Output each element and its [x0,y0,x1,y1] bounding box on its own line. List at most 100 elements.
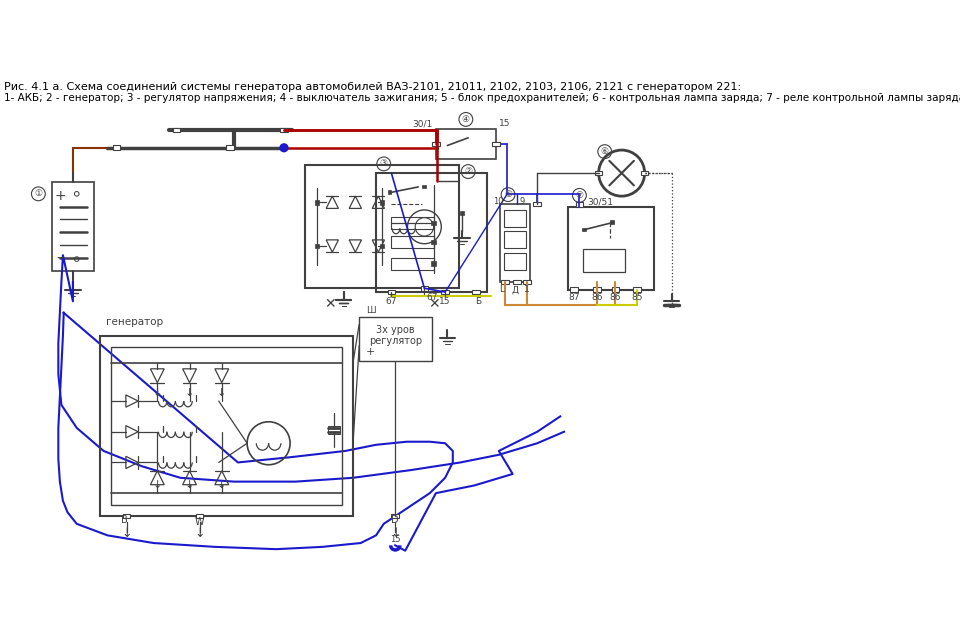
Text: D: D [392,515,399,525]
Text: ↓: ↓ [153,388,162,399]
Bar [376,173,488,292]
Text: W: W [195,517,204,527]
Bar [196,514,204,518]
Text: ③: ③ [379,160,388,168]
Bar [584,249,626,272]
Bar [422,185,426,189]
Bar [472,290,480,294]
Bar [612,287,619,292]
Bar [595,171,603,175]
Bar [593,287,601,292]
Bar [380,200,385,205]
Bar [327,426,340,434]
Text: ⑤: ⑤ [504,190,512,199]
Text: +: + [54,189,65,203]
Text: ↓: ↓ [194,527,204,540]
Text: –: – [57,252,63,266]
Text: 10: 10 [493,197,504,206]
Bar [431,240,436,245]
Text: ↓: ↓ [185,388,194,399]
Bar [523,279,531,285]
Bar [570,287,578,292]
Bar [280,128,288,133]
Bar [436,129,495,159]
Text: 67: 67 [426,293,438,302]
Bar [113,146,121,150]
Text: ↓: ↓ [217,388,227,399]
Bar [392,514,399,518]
Text: ②: ② [464,167,472,176]
Circle shape [279,143,289,153]
Text: 15: 15 [390,535,400,544]
Text: Ш: Ш [366,306,375,315]
Bar [504,231,526,249]
Text: +: + [366,347,375,357]
Bar [173,128,180,133]
Text: генератор: генератор [106,317,163,327]
Bar [501,279,509,285]
Bar [52,182,94,270]
Bar [442,290,449,294]
Bar [504,210,526,227]
Text: 30/1: 30/1 [412,120,432,129]
Text: ↓: ↓ [390,527,400,540]
Bar [492,142,499,146]
Bar [315,200,320,205]
Bar [100,336,353,516]
Bar [305,166,459,289]
Bar [420,286,428,290]
Bar [576,202,584,207]
Text: ④: ④ [462,115,469,124]
Bar [392,258,434,270]
Text: 3х уров: 3х уров [376,325,415,336]
Text: 1: 1 [523,285,529,294]
Bar [568,207,654,290]
Text: ↓: ↓ [185,480,194,491]
Bar [392,236,434,249]
Bar [227,146,234,150]
Text: ①: ① [35,189,42,198]
Text: 30/51: 30/51 [588,198,613,207]
Text: ↓: ↓ [217,480,227,491]
Bar [634,287,641,292]
Text: 85: 85 [632,293,643,302]
Text: 1- АКБ; 2 - генератор; 3 - регулятор напряжения; 4 - выключатель зажигания; 5 - : 1- АКБ; 2 - генератор; 3 - регулятор нап… [4,93,960,102]
Text: L: L [499,285,504,294]
Bar [315,243,320,249]
Text: ✕: ✕ [324,297,336,310]
Bar [432,142,440,146]
Bar [380,243,385,249]
Text: ↓: ↓ [153,480,162,491]
Bar [431,261,436,266]
Text: 86: 86 [591,293,603,302]
Text: Рис. 4.1 а. Схема соединений системы генератора автомобилей ВАЗ-2101, 21011, 210: Рис. 4.1 а. Схема соединений системы ген… [4,82,741,92]
Text: ⑦: ⑦ [575,191,584,200]
Bar [514,279,521,285]
Bar [641,171,649,175]
Bar [123,514,131,518]
Text: регулятор: регулятор [369,336,421,346]
Bar [388,190,392,194]
Text: 15: 15 [440,297,451,306]
Text: 87: 87 [568,293,580,302]
Bar [388,290,396,294]
Text: 9: 9 [519,197,524,206]
Text: 86: 86 [610,293,621,302]
Text: Б: Б [475,297,481,306]
Bar [492,142,499,146]
Bar [500,204,530,282]
Text: 67: 67 [386,297,397,306]
Bar [431,221,436,225]
Text: ⑥: ⑥ [601,147,609,156]
Bar [111,347,342,505]
Bar [392,217,434,229]
Text: B: B [121,515,128,525]
Text: ↓: ↓ [121,527,132,540]
Bar [534,202,541,206]
Bar [359,317,432,361]
Text: ✕: ✕ [428,297,440,310]
Bar [582,227,586,231]
Text: 15: 15 [499,120,511,129]
Bar [611,220,614,223]
Bar [504,253,526,270]
